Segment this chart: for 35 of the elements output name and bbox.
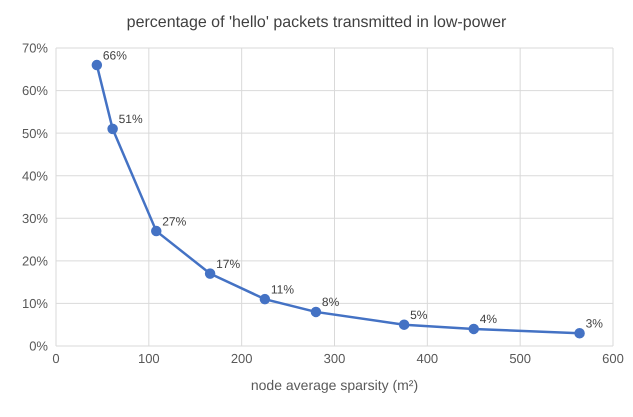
x-tick-label: 400 — [416, 351, 438, 366]
data-label: 66% — [102, 48, 128, 62]
data-label: 27% — [162, 214, 187, 228]
data-label: 17% — [216, 256, 240, 271]
x-axis-title: node average sparsity (m²) — [250, 377, 418, 393]
data-label: 8% — [322, 295, 340, 310]
chart-title: percentage of 'hello' packets transmitted in low-power — [126, 13, 508, 33]
y-tick-label: 20% — [22, 253, 48, 268]
data-label: 4% — [480, 312, 498, 326]
y-tick-label: 50% — [22, 126, 48, 141]
x-tick-label: 600 — [602, 351, 624, 366]
y-tick-label: 10% — [22, 296, 48, 312]
point — [204, 268, 216, 279]
data-label: 5% — [410, 308, 428, 322]
point — [574, 328, 585, 338]
point — [260, 294, 270, 304]
y-tick-label: 0% — [29, 338, 48, 354]
point — [92, 60, 102, 70]
data-label: 11% — [270, 282, 294, 296]
y-tick-label: 70% — [22, 40, 48, 56]
point — [151, 226, 162, 236]
point — [398, 319, 410, 330]
x-tick-label: 500 — [509, 351, 532, 366]
x-tick-label: 300 — [324, 351, 346, 366]
y-tick-label: 30% — [22, 210, 48, 226]
y-tick-label: 40% — [22, 168, 48, 184]
point — [310, 306, 322, 318]
x-tick-label: 100 — [138, 351, 160, 366]
point — [107, 124, 118, 134]
x-tick-label: 0 — [52, 351, 60, 366]
y-tick-label: 60% — [22, 83, 48, 98]
data-label: 51% — [118, 112, 143, 126]
x-tick-label: 200 — [230, 351, 253, 366]
data-label: 3% — [586, 316, 604, 330]
point — [468, 324, 479, 334]
